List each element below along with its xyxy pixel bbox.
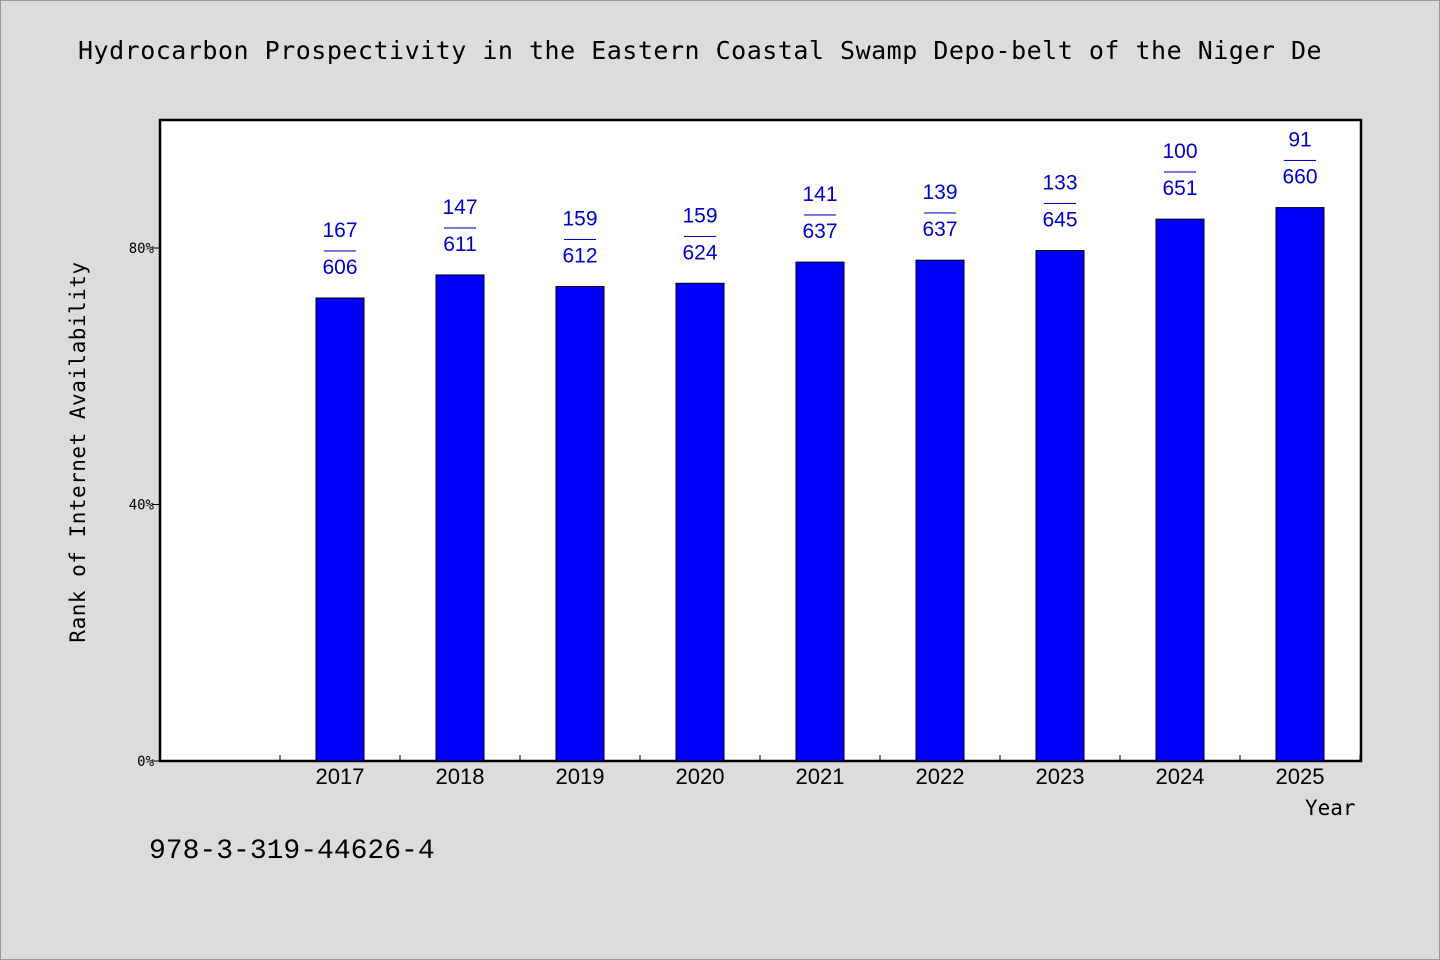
data-label-separator: —— xyxy=(684,227,716,244)
x-tick-label: 2023 xyxy=(1036,764,1085,789)
data-label-separator: —— xyxy=(444,219,476,236)
data-label-lower: 624 xyxy=(682,241,717,264)
data-label-upper: 159 xyxy=(562,207,597,230)
bar xyxy=(555,285,605,762)
data-label-upper: 139 xyxy=(922,181,957,204)
data-label-upper: 141 xyxy=(802,183,837,206)
bar xyxy=(435,274,485,762)
x-tick-label: 2017 xyxy=(316,764,365,789)
data-label-lower: 611 xyxy=(443,233,476,256)
x-tick-label: 2024 xyxy=(1156,764,1205,789)
data-label-lower: 651 xyxy=(1162,177,1197,200)
x-tick-label: 2018 xyxy=(436,764,485,789)
y-tick-label: 40% xyxy=(129,498,155,514)
bar xyxy=(675,282,725,762)
data-label-lower: 606 xyxy=(322,256,357,279)
x-tick-label: 2021 xyxy=(796,764,845,789)
data-label-upper: 133 xyxy=(1042,172,1077,195)
data-label-lower: 637 xyxy=(922,218,957,241)
isbn-footnote: 978-3-319-44626-4 xyxy=(149,836,435,867)
data-label-lower: 637 xyxy=(802,220,837,243)
data-label-upper: 147 xyxy=(442,196,477,219)
data-label-lower: 660 xyxy=(1282,166,1317,189)
x-tick-label: 2022 xyxy=(916,764,965,789)
data-label-upper: 91 xyxy=(1288,129,1311,152)
bar xyxy=(315,297,365,762)
data-label-separator: —— xyxy=(1284,152,1316,169)
bar xyxy=(915,259,965,762)
bar xyxy=(1155,218,1205,762)
chart-title: Hydrocarbon Prospectivity in the Eastern… xyxy=(78,36,1323,65)
y-tick-label: 0% xyxy=(137,754,154,770)
x-tick-label: 2019 xyxy=(556,764,605,789)
data-label-lower: 645 xyxy=(1042,209,1077,232)
data-label-separator: —— xyxy=(1044,195,1076,212)
bar xyxy=(1275,207,1325,762)
data-label-separator: —— xyxy=(324,242,356,259)
bar xyxy=(1035,250,1085,762)
data-label-separator: —— xyxy=(1164,163,1196,180)
y-tick-label: 80% xyxy=(129,241,155,257)
data-label-separator: —— xyxy=(564,230,596,247)
data-label-upper: 100 xyxy=(1162,140,1197,163)
x-axis-label: Year xyxy=(1305,796,1356,820)
x-tick-label: 2020 xyxy=(676,764,725,789)
bar xyxy=(795,261,845,762)
data-label-lower: 612 xyxy=(562,244,597,267)
x-tick-label: 2025 xyxy=(1276,764,1325,789)
data-label-separator: —— xyxy=(804,206,836,223)
data-label-separator: —— xyxy=(924,204,956,221)
data-label-upper: 159 xyxy=(682,204,717,227)
data-label-upper: 167 xyxy=(322,219,357,242)
